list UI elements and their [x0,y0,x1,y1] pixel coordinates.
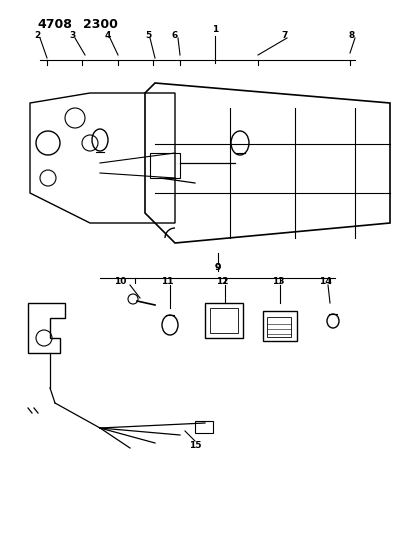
Text: 6: 6 [172,30,178,39]
Text: 3: 3 [69,30,75,39]
Text: 5: 5 [145,30,151,39]
Bar [263,311,297,341]
Text: 4: 4 [105,30,111,39]
Text: 10: 10 [114,277,126,286]
Text: 4708: 4708 [38,19,73,31]
Text: 2300: 2300 [82,19,118,31]
Text: 2: 2 [34,30,40,39]
Text: 7: 7 [282,30,288,39]
Bar [195,421,213,433]
Bar [210,308,238,333]
Bar [150,153,180,178]
Text: 13: 13 [272,277,284,286]
Text: 8: 8 [349,30,355,39]
Text: 1: 1 [212,26,218,35]
Text: 15: 15 [189,440,201,449]
Text: 9: 9 [215,263,221,272]
Text: 11: 11 [161,277,173,286]
Text: 12: 12 [216,277,228,286]
Text: 9: 9 [215,263,221,272]
Bar [267,317,291,337]
Bar [205,303,243,338]
Text: 14: 14 [319,277,331,286]
